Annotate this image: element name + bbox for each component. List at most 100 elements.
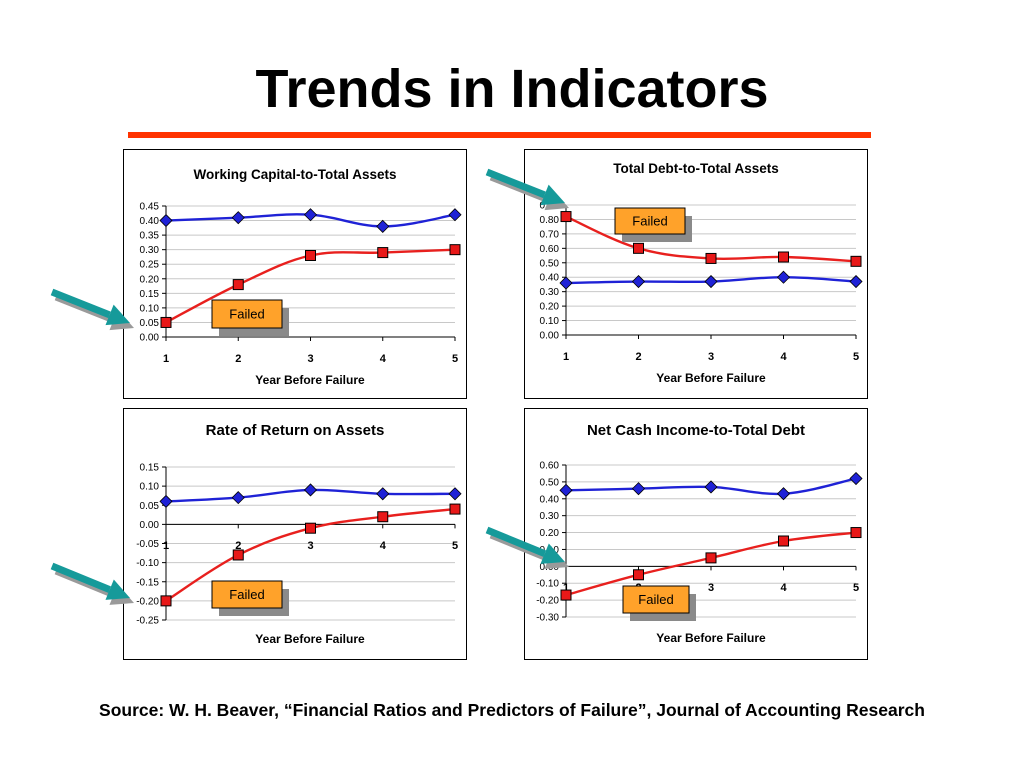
chart-title: Net Cash Income-to-Total Debt xyxy=(587,422,805,439)
failed-point xyxy=(449,503,461,515)
y-tick-label: -0.30 xyxy=(536,613,559,624)
y-tick-label: 0.05 xyxy=(140,318,160,329)
chart-svg: Net Cash Income-to-Total Debt -0.30 -0.20 -… xyxy=(536,422,863,645)
x-tick-label: 1 xyxy=(563,351,569,363)
y-tick-label: -0.10 xyxy=(136,558,159,569)
x-tick-label: 4 xyxy=(380,353,387,365)
y-tick-label: 0.15 xyxy=(140,463,160,474)
nonfailed-point xyxy=(631,274,646,289)
failed-callout xyxy=(622,585,690,614)
y-tick-label: 0.60 xyxy=(540,244,560,255)
pointer-arrow-icon-shaft xyxy=(485,168,546,199)
nonfailed-point xyxy=(631,482,646,496)
pointer-arrow-icon-shaft xyxy=(50,562,111,593)
y-tick-label: 0.40 xyxy=(540,494,560,505)
x-tick-label: 1 xyxy=(163,540,169,552)
failed-callout-label: Failed xyxy=(638,592,673,607)
failed-point xyxy=(778,251,789,263)
x-tick-label: 5 xyxy=(853,582,859,594)
nonfailed-point xyxy=(776,487,791,501)
x-axis-label: Year Before Failure xyxy=(255,373,365,387)
failed-point xyxy=(160,316,172,328)
chart-svg: Total Debt-to-Total Assets 0.00 0.10 0.20 0.… xyxy=(540,161,863,385)
nonfailed-point xyxy=(704,274,718,289)
y-tick-label: -0.15 xyxy=(136,577,159,588)
y-tick-label: 0.45 xyxy=(140,202,160,213)
y-tick-label: 0.10 xyxy=(540,316,560,327)
chart-title: Rate of Return on Assets xyxy=(206,422,385,439)
failed-point xyxy=(232,549,244,561)
chart-panel-total-debt: Total Debt-to-Total Assets 0.00 0.10 0.20 0.… xyxy=(524,149,868,399)
nonfailed-point xyxy=(159,494,173,508)
y-tick-label: 0.35 xyxy=(140,231,160,242)
failed-point xyxy=(778,535,789,547)
y-tick-label: 0.00 xyxy=(540,331,560,342)
y-tick-label: 0.50 xyxy=(540,258,560,269)
nonfailed-point xyxy=(231,491,245,505)
nonfailed-point xyxy=(559,483,573,497)
nonfailed-point xyxy=(849,471,863,486)
x-tick-label: 2 xyxy=(235,353,241,365)
nonfailed-point xyxy=(376,487,390,501)
y-tick-label: -0.25 xyxy=(136,616,159,627)
y-tick-label: -0.10 xyxy=(536,579,559,590)
y-tick-label: -0.05 xyxy=(136,539,159,550)
failed-callout-label: Failed xyxy=(632,214,667,229)
chart-svg: Working Capital-to-Total Assets 0.00 0.05 0… xyxy=(140,167,462,387)
y-tick-label: 0.30 xyxy=(540,511,560,522)
nonfailed-point xyxy=(448,487,462,501)
x-tick-label: 2 xyxy=(635,351,641,363)
failed-point xyxy=(377,511,389,523)
failed-callout-label: Failed xyxy=(229,587,264,602)
y-tick-label: 0.25 xyxy=(140,260,160,271)
chart-panel-working-capital: Working Capital-to-Total Assets 0.00 0.05 0… xyxy=(123,149,467,399)
pointer-arrow-icon-head xyxy=(105,304,130,326)
nonfailed-point xyxy=(559,276,573,290)
slide-title: Trends in Indicators xyxy=(255,59,769,119)
nonfailed-point xyxy=(376,219,390,233)
chart-panel-return-on-assets: Rate of Return on Assets -0.25 -0.20 -0.15 -… xyxy=(123,408,467,660)
source-citation: Source: W. H. Beaver, “Financial Ratios … xyxy=(99,700,925,720)
nonfailed-point xyxy=(231,211,245,225)
pointer-arrow-icon-head xyxy=(540,184,565,206)
y-tick-label: 0.05 xyxy=(140,501,160,512)
nonfailed-point xyxy=(303,208,318,222)
failed-point xyxy=(633,569,644,581)
pointer-arrow-icon xyxy=(485,526,565,564)
x-tick-label: 5 xyxy=(452,540,458,552)
x-tick-label: 2 xyxy=(235,540,241,552)
chart-title: Working Capital-to-Total Assets xyxy=(193,167,396,182)
x-axis-label: Year Before Failure xyxy=(656,631,766,645)
failed-point xyxy=(633,242,644,254)
y-tick-label: 0.00 xyxy=(140,520,160,531)
failed-point xyxy=(232,279,244,291)
x-tick-label: 4 xyxy=(380,540,387,552)
x-tick-label: 1 xyxy=(163,353,169,365)
failed-point xyxy=(305,249,316,261)
failed-point xyxy=(449,244,461,256)
chart-title: Total Debt-to-Total Assets xyxy=(613,161,779,176)
y-tick-label: -0.20 xyxy=(136,596,159,607)
nonfailed-point xyxy=(448,208,462,222)
y-tick-label: 0.70 xyxy=(540,229,560,240)
y-tick-label: -0.20 xyxy=(536,596,559,607)
x-axis-label: Year Before Failure xyxy=(255,632,365,646)
failed-point xyxy=(705,252,717,264)
x-tick-label: 4 xyxy=(780,582,787,594)
x-axis-label: Year Before Failure xyxy=(656,371,766,385)
nonfailed-point xyxy=(303,483,318,497)
chart-panel-net-cash-income: Net Cash Income-to-Total Debt -0.30 -0.20 -… xyxy=(524,408,868,660)
y-tick-label: 0.50 xyxy=(540,477,560,488)
y-tick-label: 0.30 xyxy=(140,245,160,256)
chart-svg: Rate of Return on Assets -0.25 -0.20 -0.15 -… xyxy=(136,422,462,646)
title-underline xyxy=(128,132,871,138)
nonfailed-point xyxy=(159,213,173,228)
failed-point xyxy=(560,589,572,601)
y-tick-label: 0.15 xyxy=(140,289,160,300)
y-tick-label: 0.80 xyxy=(540,215,560,226)
pointer-arrow-icon-head xyxy=(105,579,130,600)
failed-callout xyxy=(614,207,686,235)
pointer-arrow-icon-shaft xyxy=(485,526,546,557)
failed-point xyxy=(850,527,862,539)
